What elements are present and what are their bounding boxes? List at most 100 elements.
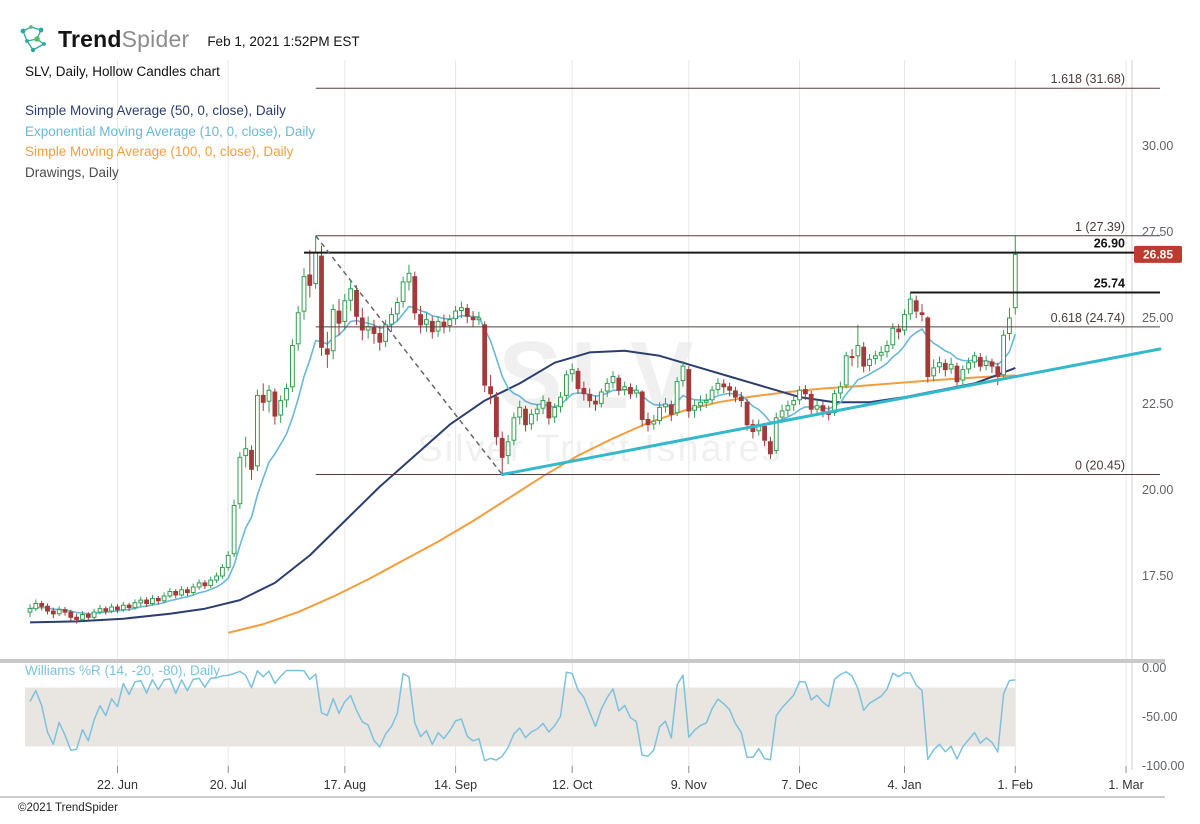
candle-body	[686, 369, 692, 412]
candle-body	[622, 386, 628, 391]
candle-body	[237, 456, 243, 505]
candle-body	[977, 357, 983, 367]
candle-body	[814, 405, 820, 410]
candle-body	[45, 605, 50, 612]
candle-body	[278, 400, 284, 416]
candle-body	[1012, 253, 1018, 309]
candle-body	[220, 566, 225, 577]
candle-body	[453, 310, 459, 320]
candle-body	[50, 610, 56, 615]
candle-body	[74, 616, 79, 620]
candle-body	[249, 449, 254, 470]
candle-body	[680, 365, 686, 382]
price-axis-label: 27.50	[1142, 225, 1173, 239]
candle-body	[534, 408, 540, 415]
candle-body	[919, 312, 925, 315]
indicator-legend: Simple Moving Average (50, 0, close), Da…	[25, 101, 315, 183]
candle-body	[179, 589, 184, 596]
fib-anchor-dashed-line[interactable]	[315, 235, 503, 475]
candle-body	[418, 314, 424, 326]
candle-body	[336, 310, 342, 324]
candle-body	[598, 391, 604, 404]
candle-body	[243, 448, 249, 457]
price-axis-label: 17.50	[1142, 569, 1173, 583]
candle-body	[692, 405, 698, 411]
fib-level-label: 0.618 (24.74)	[1051, 311, 1125, 325]
candle-body	[593, 400, 598, 405]
candle-body	[546, 401, 552, 419]
trend-line[interactable]	[500, 347, 1162, 476]
candle-body	[190, 586, 196, 593]
candle-body	[208, 579, 214, 587]
candle-body	[703, 400, 709, 403]
legend-drawings[interactable]: Drawings, Daily	[25, 164, 119, 180]
candle-body	[307, 274, 313, 286]
candle-body	[185, 589, 190, 594]
date-axis-label: 20. Jul	[210, 778, 247, 792]
candle-body	[698, 401, 703, 407]
candle-body	[394, 302, 400, 315]
date-axis-label: 17. Aug	[324, 778, 366, 792]
candle-body	[773, 417, 779, 451]
candle-body	[301, 276, 307, 312]
candle-body	[645, 419, 651, 426]
candle-body	[120, 604, 126, 611]
candle-body	[150, 597, 155, 605]
candle-body	[313, 252, 319, 285]
candle-body	[173, 591, 179, 596]
candle-body	[604, 382, 610, 392]
candle-body	[377, 333, 383, 343]
candle-body	[459, 307, 464, 312]
candle-body	[354, 290, 359, 317]
candle-body	[464, 307, 470, 317]
legend-sma100[interactable]: Simple Moving Average (100, 0, close), D…	[25, 144, 294, 159]
candle-body	[330, 308, 336, 352]
candle-body	[564, 374, 569, 396]
candle-body	[447, 319, 453, 327]
fib-level-label: 1.618 (31.68)	[1051, 72, 1125, 86]
chart-timestamp: Feb 1, 2021 1:52PM EST	[207, 33, 360, 49]
fib-level-label: 0 (20.45)	[1075, 459, 1125, 473]
candle-body	[948, 363, 954, 370]
legend-sma50[interactable]: Simple Moving Average (50, 0, close), Da…	[25, 103, 286, 118]
candle-body	[738, 396, 744, 402]
candle-body	[202, 582, 208, 587]
price-axis-label: 20.00	[1142, 483, 1173, 497]
legend-ema10[interactable]: Exponential Moving Average (10, 0, close…	[25, 123, 316, 139]
candle-body	[155, 597, 161, 602]
candle-body	[33, 603, 39, 610]
candle-body	[412, 276, 418, 314]
candle-body	[488, 386, 494, 395]
williams-band	[25, 687, 1016, 747]
candle-body	[260, 394, 266, 403]
brand: TrendSpider	[58, 26, 189, 53]
candle-body	[849, 356, 855, 358]
candle-body	[383, 324, 389, 342]
candle-body	[499, 437, 505, 458]
williams-r-label[interactable]: Williams %R (14, -20, -80), Daily	[25, 663, 221, 678]
date-axis-label: 1. Feb	[998, 778, 1033, 792]
williams-r-line	[29, 669, 1016, 762]
candle-body	[797, 389, 803, 401]
candle-body	[674, 381, 680, 414]
williams-axis-label: -50.00	[1142, 710, 1177, 724]
candle-body	[960, 369, 966, 381]
williams-axis-label: 0.00	[1142, 661, 1166, 675]
candle-body	[610, 376, 616, 384]
candle-body	[523, 408, 528, 426]
candle-body	[937, 362, 942, 368]
candle-body	[80, 614, 85, 620]
candle-body	[324, 348, 330, 355]
candle-body	[791, 400, 797, 406]
price-axis-label: 30.00	[1142, 139, 1173, 153]
candle-body	[214, 575, 219, 581]
candle-body	[132, 602, 138, 609]
candle-body	[389, 314, 394, 325]
candle-body	[196, 582, 202, 588]
candle-body	[68, 611, 74, 618]
candle-body	[709, 389, 715, 401]
candle-body	[161, 595, 167, 602]
candle-body	[97, 608, 103, 613]
